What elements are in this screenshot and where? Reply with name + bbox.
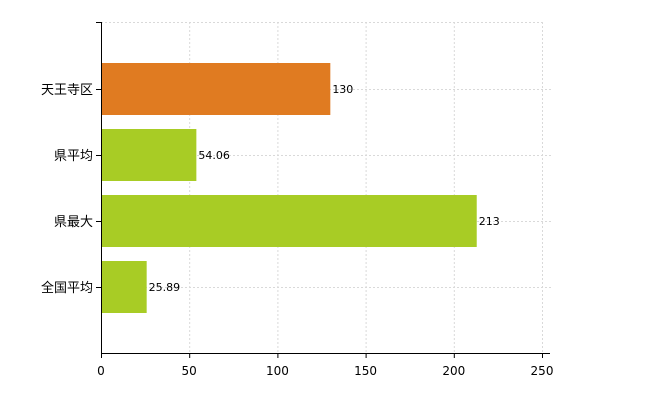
category-label-2: 県最大 <box>54 215 93 230</box>
bar-0 <box>102 63 331 115</box>
data-label-0: 130 <box>332 83 353 96</box>
axes <box>96 22 550 358</box>
x-tick-label-200: 200 <box>442 364 465 378</box>
data-label-3: 25.89 <box>149 281 181 294</box>
x-tick-label-50: 50 <box>182 364 197 378</box>
data-label-2: 213 <box>479 215 500 228</box>
category-label-1: 県平均 <box>54 149 93 164</box>
bar-3 <box>102 261 147 313</box>
bar-2 <box>102 195 477 247</box>
x-tick-label-0: 0 <box>97 364 105 378</box>
category-label-0: 天王寺区 <box>41 83 93 98</box>
x-tick-label-100: 100 <box>266 364 289 378</box>
bars <box>102 63 477 313</box>
data-label-1: 54.06 <box>198 149 230 162</box>
x-tick-label-150: 150 <box>354 364 377 378</box>
x-tick-label-250: 250 <box>531 364 554 378</box>
bar-1 <box>102 129 197 181</box>
category-label-3: 全国平均 <box>41 280 93 296</box>
